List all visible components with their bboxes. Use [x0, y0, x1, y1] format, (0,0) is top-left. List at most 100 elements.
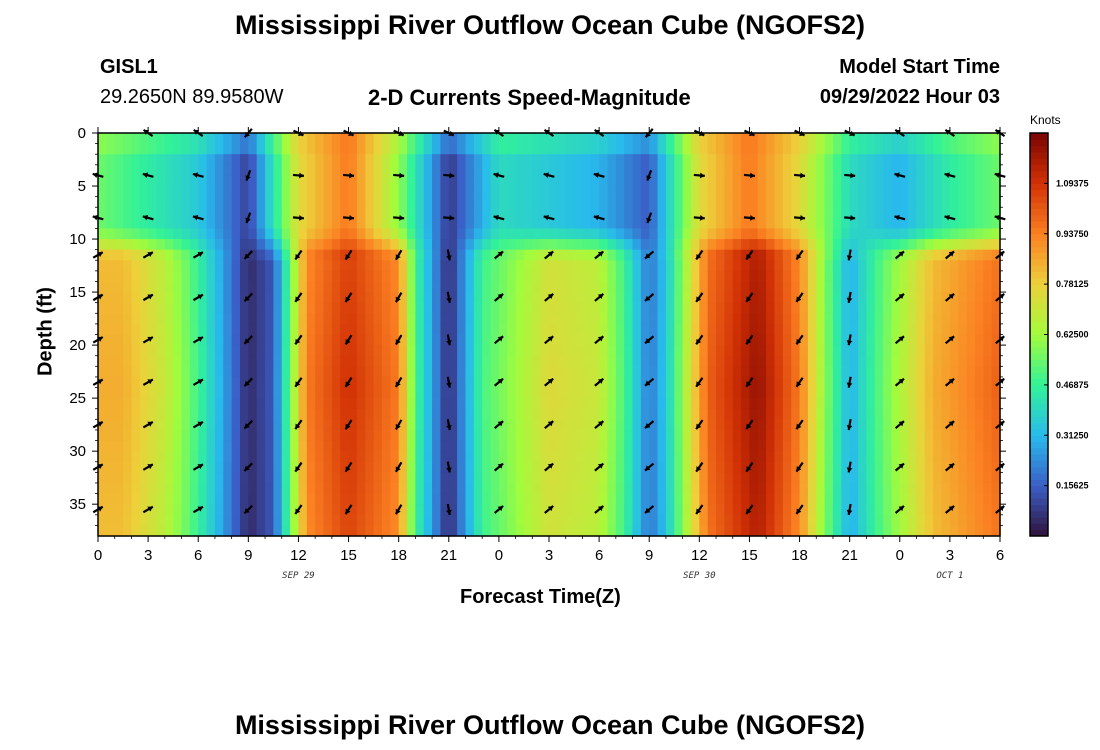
heatmap-cell	[482, 355, 492, 367]
heatmap-cell	[448, 228, 458, 240]
heatmap-cell	[866, 504, 876, 516]
heatmap-cell	[331, 143, 341, 155]
heatmap-cell	[440, 292, 450, 304]
heatmap-cell	[139, 440, 149, 452]
heatmap-cell	[223, 313, 233, 325]
heatmap-cell	[482, 186, 492, 198]
heatmap-cell	[356, 175, 366, 187]
heatmap-cell	[549, 482, 558, 495]
heatmap-cell	[448, 334, 458, 346]
heatmap-cell	[974, 281, 984, 293]
heatmap-cell	[139, 207, 149, 219]
heatmap-cell	[156, 514, 166, 526]
heatmap-cell	[173, 270, 183, 283]
heatmap-cell	[432, 345, 442, 357]
heatmap-cell	[557, 355, 567, 367]
heatmap-cell	[457, 334, 467, 346]
heatmap-cell	[365, 228, 375, 240]
heatmap-cell	[791, 429, 801, 442]
heatmap-cell	[114, 514, 124, 526]
heatmap-cell	[423, 451, 433, 463]
heatmap-cell	[665, 164, 675, 177]
heatmap-cell	[966, 196, 976, 208]
heatmap-cell	[407, 345, 416, 357]
heatmap-cell	[991, 493, 1001, 505]
heatmap-cell	[390, 334, 400, 346]
heatmap-cell	[640, 366, 650, 378]
heatmap-cell	[724, 207, 734, 219]
y-tick-label: 0	[78, 125, 86, 142]
heatmap-cell	[874, 133, 884, 145]
heatmap-cell	[532, 260, 542, 272]
heatmap-cell	[298, 164, 308, 177]
heatmap-cell	[933, 451, 943, 463]
heatmap-cell	[148, 207, 158, 219]
heatmap-cell	[398, 154, 408, 166]
heatmap-cell	[549, 451, 558, 463]
heatmap-cell	[874, 154, 884, 166]
heatmap-cell	[916, 292, 926, 304]
heatmap-cell	[849, 419, 859, 431]
heatmap-cell	[381, 164, 391, 177]
heatmap-cell	[732, 164, 742, 177]
colorbar-segment	[1030, 296, 1048, 304]
heatmap-cell	[565, 175, 575, 187]
heatmap-cell	[974, 270, 984, 283]
heatmap-cell	[248, 302, 258, 314]
heatmap-cell	[657, 387, 667, 399]
heatmap-cell	[206, 260, 216, 272]
heatmap-cell	[574, 186, 584, 198]
heatmap-cell	[131, 461, 141, 473]
arrow-head	[197, 379, 203, 385]
heatmap-cell	[949, 302, 959, 314]
heatmap-cell	[782, 345, 792, 357]
heatmap-cell	[398, 429, 408, 442]
heatmap-cell	[498, 482, 508, 495]
heatmap-cell	[958, 302, 968, 314]
heatmap-cell	[189, 419, 199, 431]
heatmap-cell	[757, 196, 767, 208]
heatmap-cell	[223, 207, 233, 219]
heatmap-cell	[223, 398, 233, 410]
heatmap-cell	[707, 493, 717, 505]
heatmap-cell	[398, 419, 408, 431]
heatmap-cell	[340, 217, 350, 230]
heatmap-cell	[298, 302, 308, 314]
heatmap-cell	[290, 419, 300, 431]
heatmap-cell	[98, 366, 107, 378]
heatmap-cell	[599, 461, 609, 473]
heatmap-cell	[891, 387, 901, 399]
heatmap-cell	[899, 366, 909, 378]
heatmap-cell	[766, 366, 776, 378]
heatmap-cell	[665, 175, 675, 187]
heatmap-cell	[415, 292, 425, 304]
heatmap-cell	[665, 355, 675, 367]
heatmap-cell	[949, 398, 959, 410]
heatmap-cell	[891, 429, 901, 442]
heatmap-cell	[916, 366, 926, 378]
heatmap-cell	[206, 461, 216, 473]
heatmap-cell	[181, 217, 191, 230]
heatmap-cell	[874, 323, 884, 336]
heatmap-cell	[883, 334, 893, 346]
heatmap-cell	[757, 461, 767, 473]
heatmap-cell	[590, 345, 600, 357]
heatmap-cell	[139, 482, 149, 495]
arrow-head	[395, 296, 401, 303]
heatmap-cell	[590, 472, 600, 484]
heatmap-cell	[799, 260, 809, 272]
colorbar-segment	[1030, 397, 1048, 405]
heatmap-cell	[599, 154, 609, 166]
x-tick-label: 6	[194, 547, 202, 564]
heatmap-cell	[265, 154, 274, 166]
heatmap-cell	[298, 143, 308, 155]
heatmap-cell	[273, 419, 283, 431]
heatmap-cell	[824, 281, 834, 293]
heatmap-cell	[883, 355, 893, 367]
colorbar-segment	[1030, 523, 1048, 531]
heatmap-cell	[164, 143, 174, 155]
heatmap-cell	[557, 419, 567, 431]
heatmap-cell	[398, 334, 408, 346]
heatmap-cell	[498, 355, 508, 367]
heatmap-cell	[515, 440, 525, 452]
